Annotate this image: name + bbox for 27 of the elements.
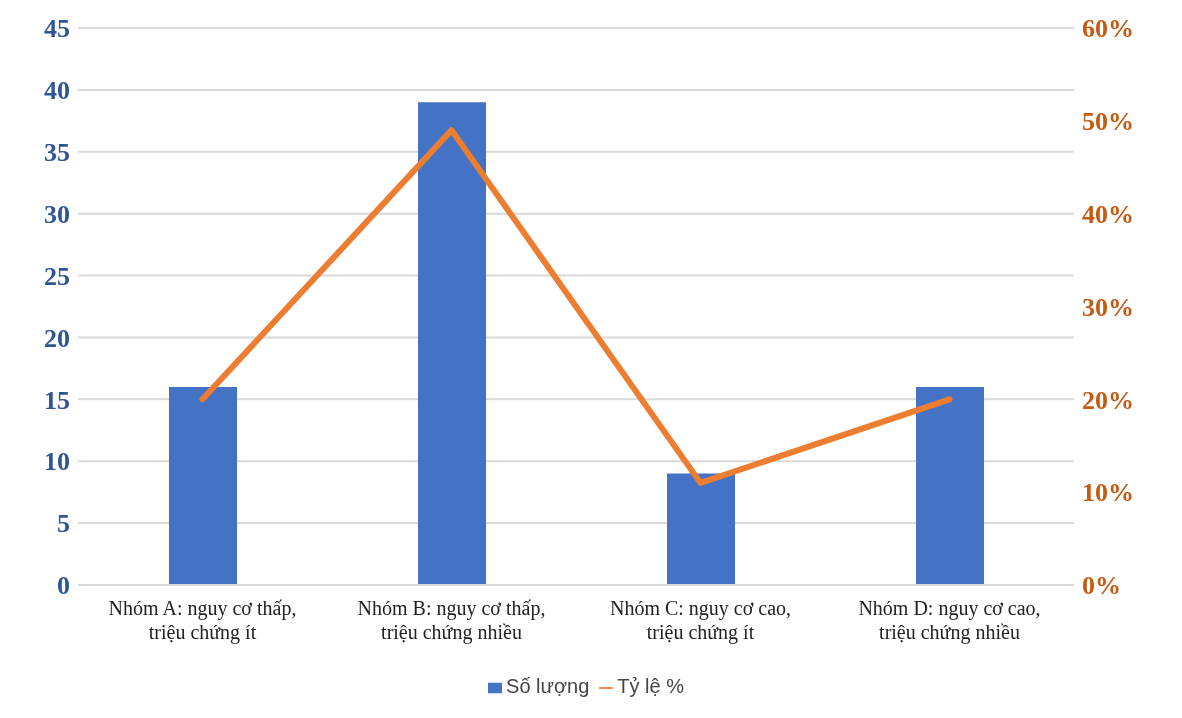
y2-tick-label: 50% xyxy=(1082,107,1134,137)
y-tick-label: 45 xyxy=(44,14,70,44)
legend-label: Số lượng xyxy=(506,675,590,697)
bar xyxy=(667,473,735,585)
bar xyxy=(916,386,984,585)
x-tick-label: Nhóm A: nguy cơ thấp, triệu chứng ít xyxy=(108,597,297,644)
y-tick-label: 10 xyxy=(44,447,70,477)
y-tick-label: 20 xyxy=(44,323,70,353)
y2-tick-label: 60% xyxy=(1082,14,1134,44)
x-tick-label: Nhóm C: nguy cơ cao, triệu chứng ít xyxy=(609,597,792,644)
bar xyxy=(418,102,486,585)
x-tick-label: Nhóm B: nguy cơ thấp, triệu chứng nhiều xyxy=(357,597,546,644)
y2-tick-label: 20% xyxy=(1082,385,1134,415)
y-tick-label: 15 xyxy=(44,385,70,415)
y-tick-label: 35 xyxy=(44,138,70,168)
y2-tick-label: 0% xyxy=(1082,571,1121,601)
bar xyxy=(169,386,237,585)
y-tick-label: 30 xyxy=(44,199,70,229)
y2-tick-label: 40% xyxy=(1082,199,1134,229)
y-tick-label: 0 xyxy=(57,571,70,601)
y2-tick-label: 10% xyxy=(1082,478,1134,508)
y-tick-label: 5 xyxy=(57,509,70,539)
x-tick-label: Nhóm D: nguy cơ cao, triệu chứng nhiều xyxy=(858,597,1041,644)
y-tick-label: 25 xyxy=(44,261,70,291)
y-tick-label: 40 xyxy=(44,76,70,106)
legend-label: Tỷ lệ % xyxy=(617,675,684,697)
y2-tick-label: 30% xyxy=(1082,292,1134,322)
